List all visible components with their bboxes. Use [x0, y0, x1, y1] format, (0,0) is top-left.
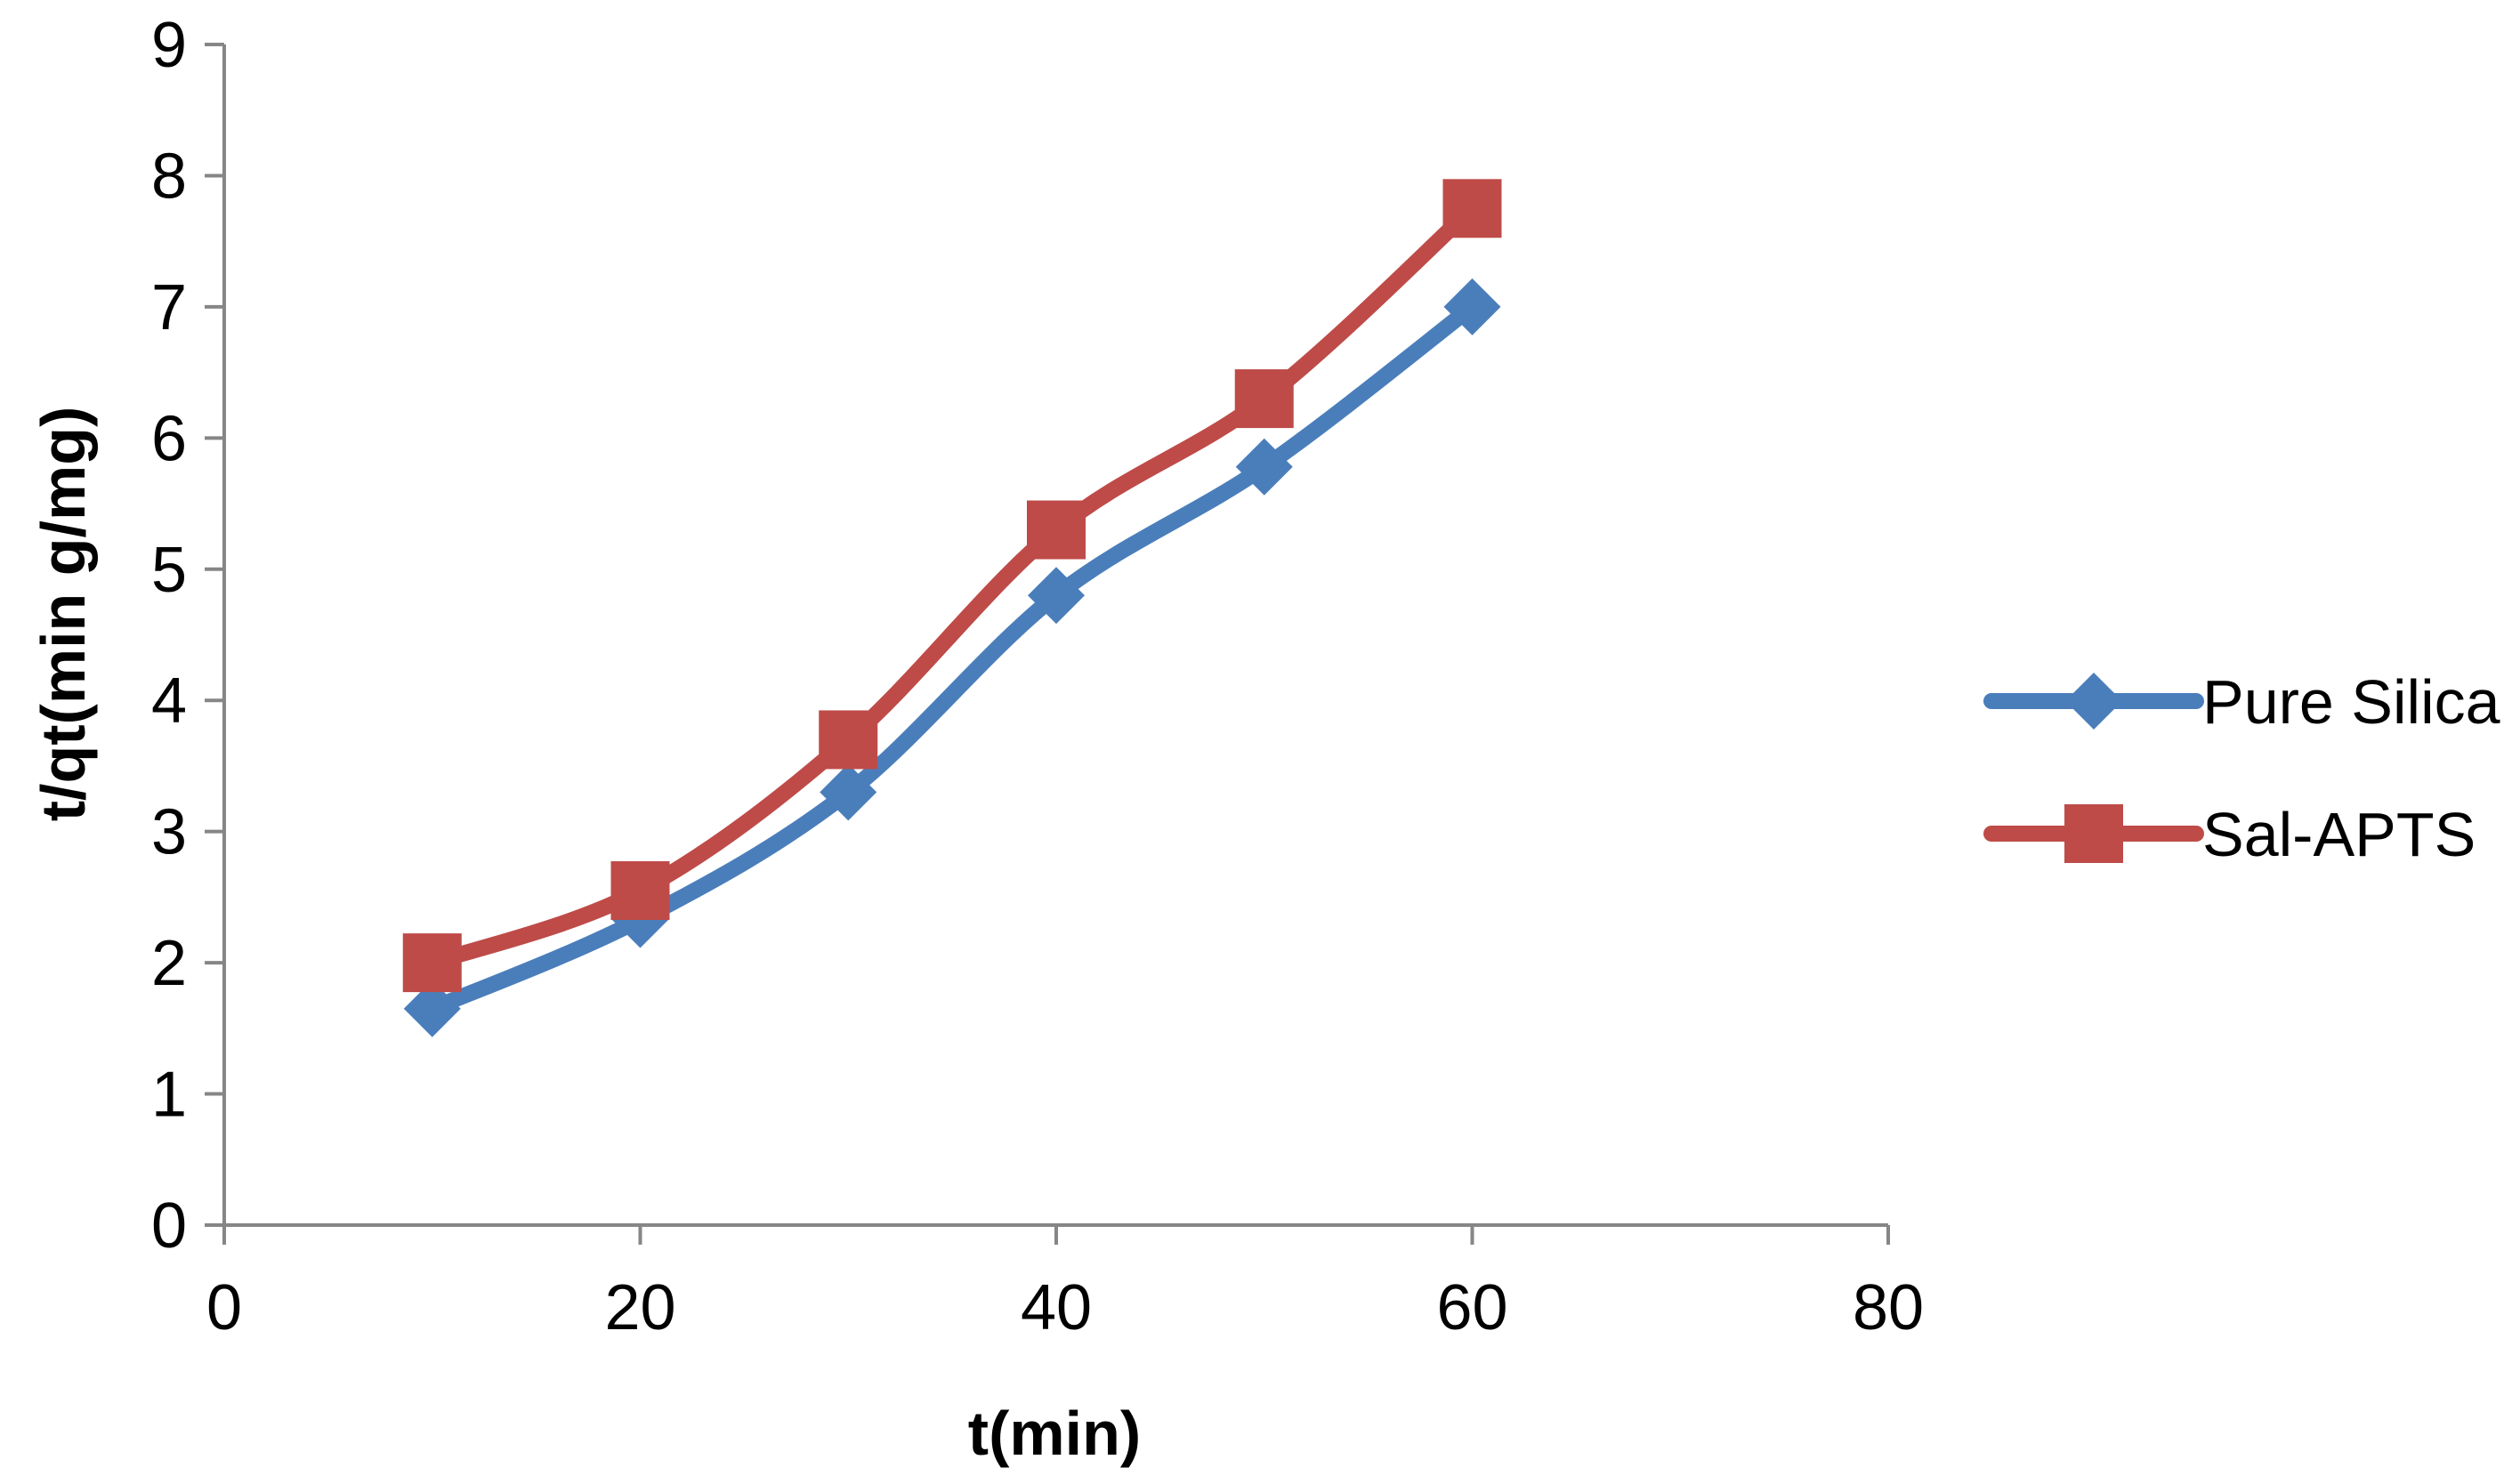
data-point [1234, 369, 1294, 429]
legend-item: Sal-APTS [1983, 800, 2476, 869]
data-point [819, 710, 878, 770]
legend-marker [2064, 804, 2123, 863]
x-tick-label: 80 [1853, 1272, 1924, 1343]
x-axis-title: t(min) [968, 1399, 1141, 1468]
series-layer [402, 179, 1502, 1037]
data-point [820, 763, 877, 821]
y-tick-label: 5 [151, 535, 187, 606]
x-tick-label: 60 [1436, 1272, 1507, 1343]
axes [222, 44, 1888, 1227]
data-point [1442, 179, 1502, 238]
y-tick-label: 8 [151, 141, 187, 212]
data-point [1027, 500, 1086, 560]
legend-label: Sal-APTS [2202, 800, 2476, 869]
series-line [424, 200, 1481, 972]
y-tick-label: 1 [151, 1060, 187, 1131]
data-point [1443, 278, 1501, 335]
y-axis-title: t/qt(min g/mg) [28, 407, 98, 822]
y-tick-label: 4 [151, 665, 187, 737]
legend-item: Pure Silica [1983, 667, 2500, 737]
data-point [403, 980, 461, 1037]
y-tick-label: 9 [151, 10, 187, 81]
data-point [1028, 567, 1085, 625]
x-tick-label: 0 [206, 1272, 242, 1343]
legend-label: Pure Silica [2202, 667, 2500, 737]
x-tick-label: 20 [604, 1272, 675, 1343]
y-tick-label: 3 [151, 797, 187, 868]
x-tick-label: 40 [1021, 1272, 1092, 1343]
y-tick-label: 6 [151, 403, 187, 474]
y-tick-label: 7 [151, 272, 187, 343]
series-sal-apts [402, 179, 1502, 993]
data-point [610, 861, 670, 921]
data-point [1235, 438, 1293, 496]
legend: Pure Silica Sal-APTS [1983, 667, 2500, 869]
y-tick-label: 0 [151, 1190, 187, 1262]
series-line [424, 298, 1481, 1017]
data-point [402, 933, 462, 993]
x-axis-ticks: 0 20 40 60 80 [206, 1225, 1924, 1343]
legend-marker [2065, 673, 2122, 730]
y-axis-ticks: 0 1 2 3 4 5 6 7 8 9 [151, 10, 224, 1262]
y-tick-label: 2 [151, 928, 187, 999]
